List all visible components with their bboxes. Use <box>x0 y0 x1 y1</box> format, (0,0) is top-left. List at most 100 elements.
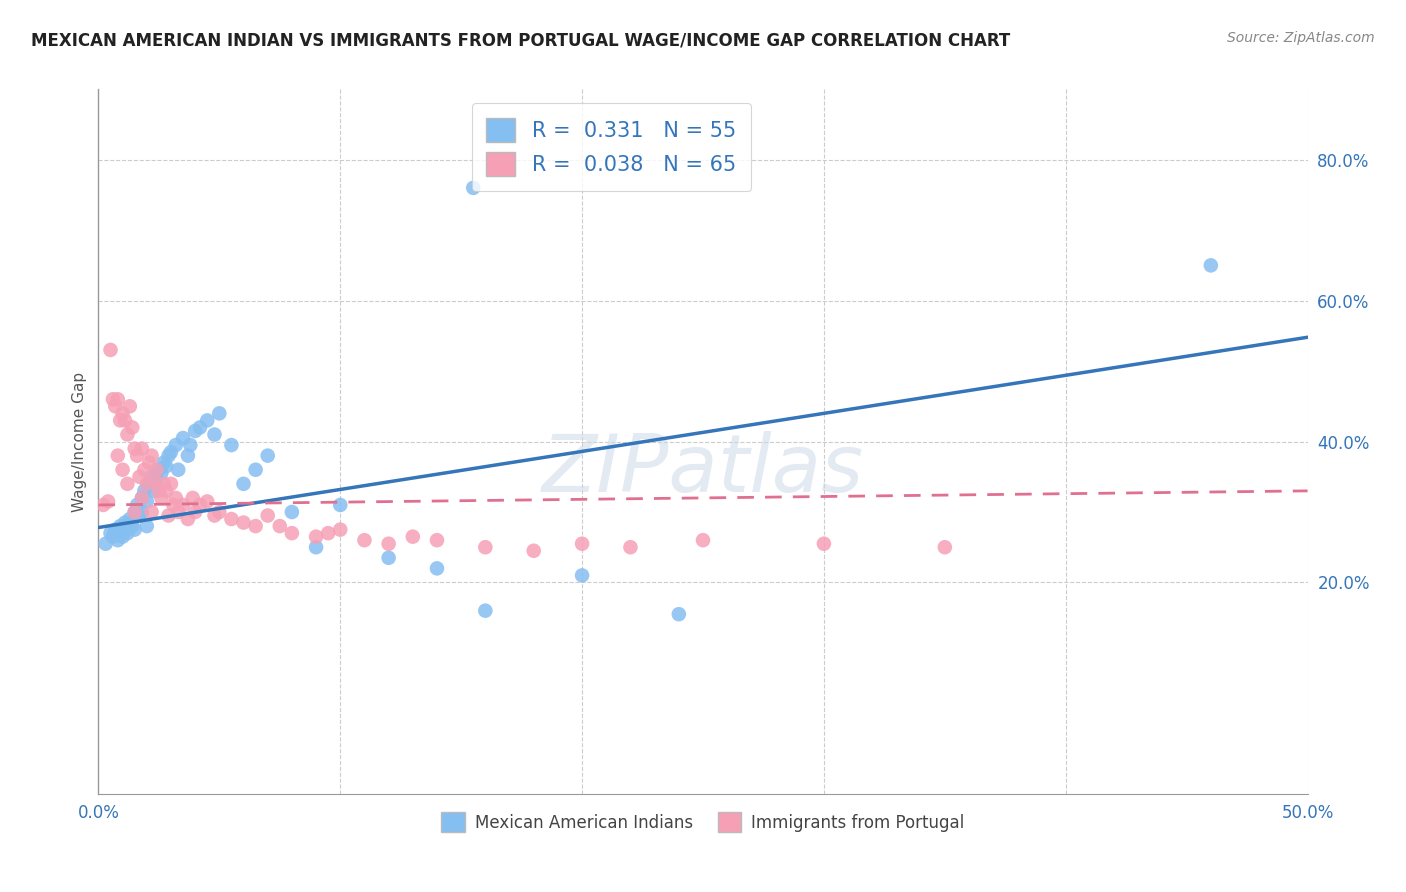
Point <box>204 427 226 442</box>
Point <box>245 463 267 477</box>
Point <box>195 494 218 508</box>
Point <box>118 399 141 413</box>
Point <box>281 526 304 541</box>
Point <box>281 505 304 519</box>
Point <box>141 469 163 483</box>
Point <box>150 467 173 481</box>
Point <box>124 505 146 519</box>
Point <box>177 449 200 463</box>
Point <box>204 508 226 523</box>
Point <box>114 413 136 427</box>
Point <box>97 494 120 508</box>
Point <box>571 568 593 582</box>
Point <box>426 533 449 548</box>
Point <box>172 498 194 512</box>
Point <box>1199 259 1222 273</box>
Point <box>402 530 425 544</box>
Point <box>100 526 122 541</box>
Point <box>269 519 291 533</box>
Point <box>101 530 124 544</box>
Point <box>256 449 278 463</box>
Y-axis label: Wage/Income Gap: Wage/Income Gap <box>72 371 87 512</box>
Point <box>134 483 156 498</box>
Point <box>124 505 146 519</box>
Point <box>118 512 141 526</box>
Point <box>305 540 328 554</box>
Point <box>188 498 211 512</box>
Point <box>474 540 496 554</box>
Point <box>181 491 204 505</box>
Point <box>111 523 134 537</box>
Point <box>474 604 496 618</box>
Point <box>117 476 139 491</box>
Text: ZIPatlas: ZIPatlas <box>541 431 865 508</box>
Text: Source: ZipAtlas.com: Source: ZipAtlas.com <box>1227 31 1375 45</box>
Point <box>329 523 352 537</box>
Point <box>179 438 201 452</box>
Point <box>221 438 243 452</box>
Point <box>353 533 375 548</box>
Point <box>188 420 211 434</box>
Point <box>127 498 149 512</box>
Legend: Mexican American Indians, Immigrants from Portugal: Mexican American Indians, Immigrants fro… <box>434 805 972 838</box>
Point <box>232 516 254 530</box>
Point <box>131 442 153 456</box>
Point <box>195 413 218 427</box>
Text: MEXICAN AMERICAN INDIAN VS IMMIGRANTS FROM PORTUGAL WAGE/INCOME GAP CORRELATION : MEXICAN AMERICAN INDIAN VS IMMIGRANTS FR… <box>31 31 1010 49</box>
Point <box>208 505 231 519</box>
Point <box>148 463 170 477</box>
Point <box>128 508 150 523</box>
Point <box>138 456 160 470</box>
Point <box>463 181 485 195</box>
Point <box>107 392 129 407</box>
Point <box>184 505 207 519</box>
Point <box>135 494 157 508</box>
Point <box>138 476 160 491</box>
Point <box>104 523 127 537</box>
Point <box>91 498 114 512</box>
Point <box>571 537 593 551</box>
Point <box>128 469 150 483</box>
Point <box>94 537 117 551</box>
Point <box>232 476 254 491</box>
Point <box>131 491 153 505</box>
Point <box>121 519 143 533</box>
Point <box>162 498 184 512</box>
Point <box>135 519 157 533</box>
Point <box>184 424 207 438</box>
Point <box>316 526 339 541</box>
Point <box>107 449 129 463</box>
Point <box>167 505 190 519</box>
Point <box>157 449 180 463</box>
Point <box>668 607 690 622</box>
Point <box>131 505 153 519</box>
Point <box>155 459 177 474</box>
Point <box>111 406 134 420</box>
Point <box>619 540 641 554</box>
Point <box>131 491 153 505</box>
Point <box>692 533 714 548</box>
Point <box>377 537 399 551</box>
Point <box>208 406 231 420</box>
Point <box>160 445 183 459</box>
Point <box>523 543 546 558</box>
Point <box>124 442 146 456</box>
Point <box>172 431 194 445</box>
Point <box>160 476 183 491</box>
Point <box>108 413 131 427</box>
Point <box>256 508 278 523</box>
Point <box>111 463 134 477</box>
Point <box>143 483 166 498</box>
Point <box>167 463 190 477</box>
Point <box>117 427 139 442</box>
Point <box>165 438 187 452</box>
Point <box>145 463 167 477</box>
Point <box>107 533 129 548</box>
Point <box>141 505 163 519</box>
Point <box>177 512 200 526</box>
Point <box>150 491 173 505</box>
Point <box>152 456 174 470</box>
Point <box>152 476 174 491</box>
Point <box>121 420 143 434</box>
Point <box>329 498 352 512</box>
